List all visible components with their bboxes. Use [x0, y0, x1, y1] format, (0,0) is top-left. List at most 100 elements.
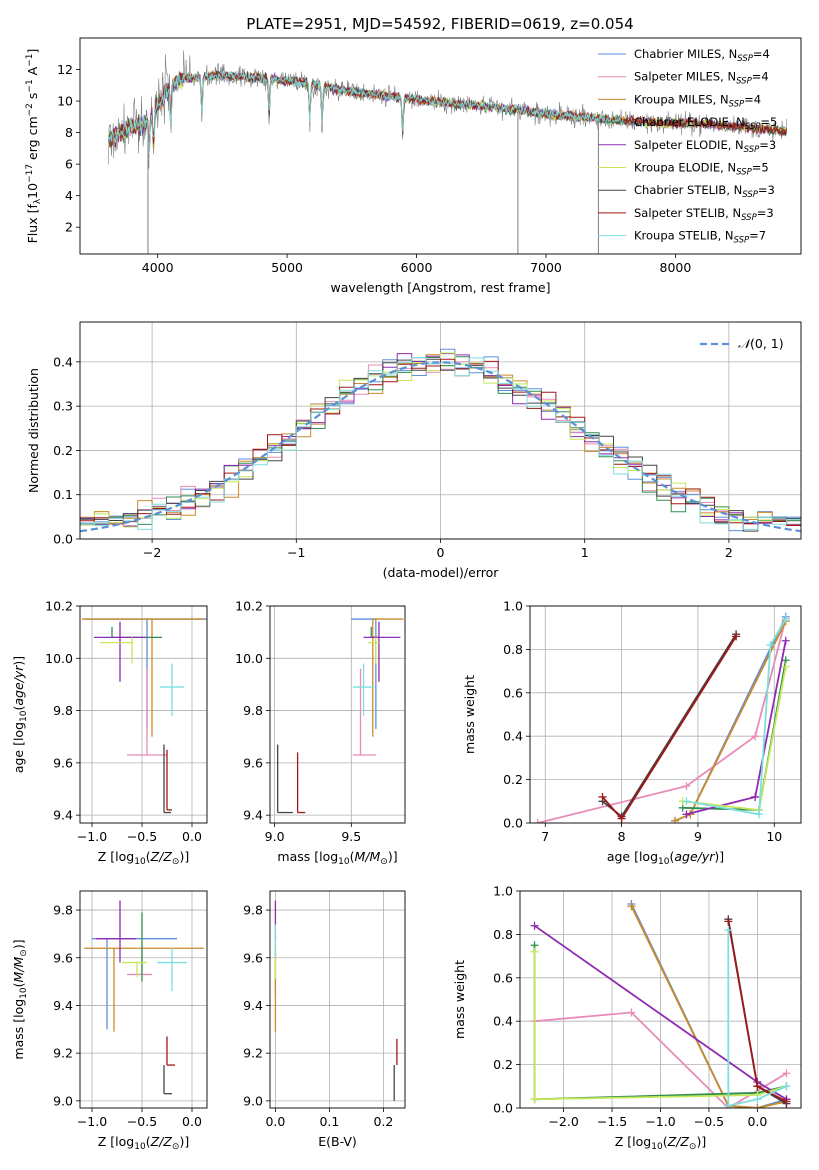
errorbar-chabrier-stelib — [163, 1065, 172, 1095]
axes-frame — [269, 890, 406, 1109]
axes-frame — [519, 890, 802, 1109]
axes-mass_vs_Z: −1.0 −0.5 0.0 9.0 9.2 9.4 9.6 9.8 Z [log10(Z/Z⊙)… — [11, 890, 208, 1152]
errorbar-kroupa-stelib — [160, 663, 184, 716]
y-tick-label: 0.0 — [503, 816, 523, 831]
legend-entry: Salpeter MILES, NSSP=4 — [634, 70, 769, 87]
y-tick-label: 9.4 — [243, 808, 263, 823]
errorbar-salpeter-elodie — [363, 621, 401, 682]
axes-age_vs_mass: 9.0 9.5 9.4 9.6 9.8 10.0 10.2 mass [log10(M/M⊙)… — [235, 599, 406, 867]
y-tick-label: 12 — [57, 62, 73, 77]
y-tick-label: 1.0 — [503, 599, 523, 614]
x-tick-label: 2 — [725, 545, 733, 560]
axes-age_vs_Z: −1.0 −0.5 0.0 9.4 9.6 9.8 10.0 10.2 Z [log10(Z/Z… — [11, 599, 208, 867]
weight-line — [630, 905, 787, 1108]
axes-mass_weight_vs_Z: −2.0 −1.5 −1.0 −0.5 0.0 0.0 0.2 0.4 0.6 0.8 1.0 Z [… — [452, 884, 802, 1152]
weight-marker — [682, 782, 691, 791]
x-axis-label: Z [log10(Z/Z⊙)] — [98, 1134, 189, 1152]
weight-marker — [753, 1082, 762, 1091]
errorbar-kroupa-stelib — [352, 663, 375, 716]
normal-curve — [80, 361, 801, 533]
axes-mass_vs_ebv: 0.0 0.1 0.2 9.0 9.2 9.4 9.6 9.8 E(B-V) — [243, 890, 406, 1149]
x-tick-label: 9.5 — [341, 829, 361, 844]
x-axis-label: wavelength [Angstrom, rest frame] — [330, 280, 550, 295]
panel-mass_weight_vs_age: 7 8 9 10 0.0 0.2 0.4 0.6 0.8 1.0 age [log10(age/yr… — [462, 599, 802, 867]
plot-area-age_vs_Z — [82, 618, 207, 814]
y-tick-label: 8 — [65, 125, 73, 140]
y-tick-label: 0.6 — [503, 685, 523, 700]
histogram-salpeter-miles — [80, 357, 801, 525]
weight-marker — [781, 662, 790, 671]
weight-marker — [533, 819, 542, 823]
spectrum-legend: Chabrier MILES, NSSP=4 Salpeter MILES, NS… — [598, 47, 777, 246]
y-tick-label: 10.2 — [45, 599, 73, 614]
x-tick-label: 7000 — [530, 260, 562, 275]
y-tick-label: 9.0 — [243, 1093, 263, 1108]
panel-age_vs_Z: −1.0 −0.5 0.0 9.4 9.6 9.8 10.0 10.2 Z [log10(Z/Z… — [11, 599, 208, 867]
x-axis-label: Z [log10(Z/Z⊙)] — [615, 1134, 706, 1152]
y-axis-label: mass weight — [452, 960, 467, 1039]
y-tick-label: 9.6 — [243, 950, 263, 965]
x-axis-label: E(B-V) — [318, 1134, 357, 1149]
x-axis-label: Z [log10(Z/Z⊙)] — [98, 849, 189, 867]
grid-mass_vs_Z — [80, 891, 207, 1108]
weight-marker — [782, 1082, 791, 1091]
model-spectrum-kroupa-stelib — [108, 69, 624, 156]
y-tick-label: 9.2 — [53, 1046, 73, 1061]
y-tick-label: 0.1 — [53, 487, 73, 502]
errorbar-salpeter-miles — [127, 668, 167, 756]
axes-frame — [269, 605, 406, 824]
weight-marker — [782, 1097, 791, 1106]
y-tick-label: 9.6 — [53, 950, 73, 965]
y-axis-label: age [log10(age/yr)] — [11, 656, 29, 773]
weight-marker — [682, 797, 691, 806]
legend-entry: Kroupa MILES, NSSP=4 — [634, 92, 761, 109]
axes-frame — [79, 37, 802, 255]
weight-marker — [724, 926, 733, 935]
x-tick-label: 8000 — [660, 260, 692, 275]
model-spectrum-salpeter-stelib — [108, 70, 787, 155]
errorbar-salpeter-elodie — [94, 621, 146, 682]
panel-age_vs_mass: 9.0 9.5 9.4 9.6 9.8 10.0 10.2 mass [log10(M/M⊙)… — [235, 599, 406, 867]
weight-marker — [627, 902, 636, 911]
x-tick-label: 4000 — [142, 260, 174, 275]
y-tick-label: 2 — [65, 220, 73, 235]
axes-frame — [529, 605, 802, 824]
errorbar-salpeter-stelib — [166, 749, 172, 811]
y-tick-label: 9.8 — [243, 903, 263, 918]
plot-area-age_vs_mass — [277, 618, 404, 814]
x-tick-label: 7 — [541, 829, 549, 844]
axes-frame — [79, 605, 208, 824]
weight-series-kroupa-stelib — [724, 926, 791, 1108]
weight-marker — [530, 921, 539, 930]
x-axis-label: age [log10(age/yr)] — [607, 849, 724, 867]
x-tick-label: 5000 — [271, 260, 303, 275]
weight-marker — [530, 1095, 539, 1104]
y-axis-label: Flux [fλ10−17 erg cm−2 s−1 A−1] — [25, 49, 43, 244]
x-tick-label: 8 — [618, 829, 626, 844]
y-tick-label: 9.6 — [53, 755, 73, 770]
errorbar-kroupa-miles — [82, 618, 204, 737]
x-tick-label: −2 — [143, 545, 161, 560]
x-axis-label: mass [log10(M/M⊙)] — [277, 849, 397, 867]
panel-spectrum: 4000 5000 6000 7000 8000 2 4 6 8 10 12 wavelength [… — [25, 37, 802, 295]
weight-marker — [766, 641, 775, 650]
weight-marker — [751, 792, 760, 801]
y-tick-label: 0.4 — [503, 729, 523, 744]
figure-title: PLATE=2951, MJD=54592, FIBERID=0619, z=0… — [246, 15, 633, 33]
plot-area-residuals — [80, 348, 801, 533]
plot-area-mass_weight_vs_age — [533, 612, 790, 823]
legend-entry: Chabrier ELODIE, NSSP=5 — [634, 115, 777, 132]
errorbar-chabrier-stelib — [277, 744, 294, 814]
errorbar-salpeter-miles — [352, 668, 376, 756]
y-tick-label: 9.8 — [53, 903, 73, 918]
weight-line — [533, 951, 787, 1101]
weight-marker — [782, 1069, 791, 1078]
weight-marker — [724, 1101, 733, 1108]
y-tick-label: 10 — [57, 94, 73, 109]
legend-entry: 𝒩(0, 1) — [738, 336, 784, 351]
y-axis-label: mass weight — [462, 675, 477, 754]
y-tick-label: 0.4 — [53, 354, 73, 369]
histogram-kroupa-stelib — [80, 357, 801, 530]
x-tick-label: 0.2 — [373, 1114, 393, 1129]
